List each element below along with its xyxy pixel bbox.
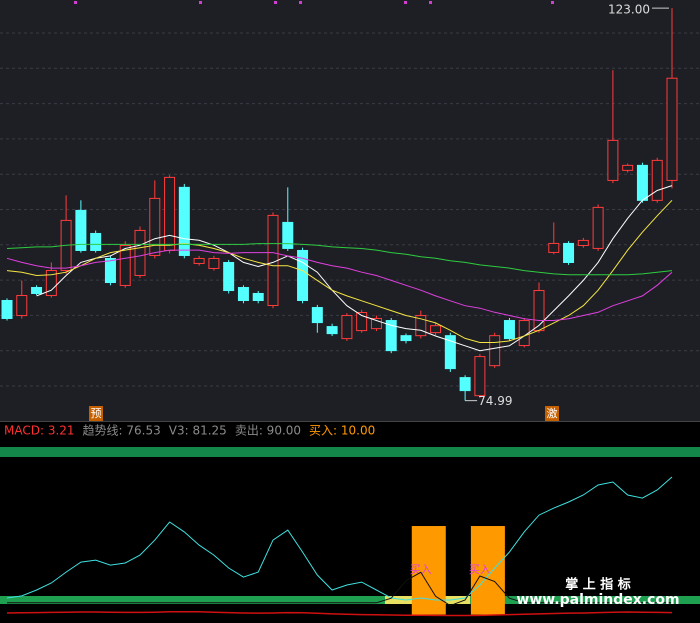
candle-body (622, 164, 634, 171)
signal-label: 买入 (469, 563, 491, 576)
top-dot (551, 1, 554, 4)
candle-body (297, 249, 309, 302)
signal-marker-box (89, 406, 103, 421)
candle-body (459, 377, 471, 392)
candle-body (518, 320, 530, 347)
candle-body (341, 315, 353, 340)
candle-body (400, 335, 412, 342)
candle-body (31, 287, 43, 294)
candle-body (356, 312, 368, 332)
candle-body (444, 335, 456, 370)
ma-line (6, 243, 673, 276)
candle-body (548, 242, 560, 253)
indicator-line (7, 571, 672, 607)
candle-body (164, 176, 176, 251)
top-dot (74, 1, 77, 4)
signal-marker: 预 (91, 407, 102, 420)
candle-body (16, 295, 28, 317)
candle-body (178, 186, 190, 256)
indicator-header: 趋势线: 76.53 (83, 424, 161, 438)
candle-body (326, 326, 338, 335)
indicator-header: 卖出: 90.00 (235, 424, 301, 438)
candle-body (430, 325, 442, 334)
candle-body (104, 257, 116, 284)
watermark: 掌 上 指 标 (565, 577, 631, 593)
candle-body (385, 320, 397, 352)
candle-body (636, 164, 648, 201)
top-dot (274, 1, 277, 4)
candle-body (149, 197, 161, 256)
signal-marker-box (545, 406, 559, 421)
indicator-header: 买入: 10.00 (309, 424, 375, 438)
candle-body (237, 287, 249, 302)
candle-body (252, 292, 264, 302)
candle-body (533, 290, 545, 332)
top-dot (199, 1, 202, 4)
indicator-header: V3: 81.25 (169, 424, 227, 438)
candle-body (607, 139, 619, 181)
candle-body (282, 221, 294, 249)
indicator-line (6, 476, 673, 601)
annotation-low: 74.99 (478, 394, 512, 408)
top-dot (404, 1, 407, 4)
signal-marker: 激 (547, 406, 558, 420)
annotation-high: 123.00 (608, 3, 650, 17)
indicator-header: MACD: 3.21 (4, 424, 75, 438)
candle-body (90, 232, 102, 251)
candle-body (193, 257, 205, 264)
candle-body (592, 206, 604, 249)
buy-zone-highlight (444, 596, 470, 605)
candle-body (503, 320, 515, 340)
top-dot (429, 1, 432, 4)
candle-body (651, 159, 663, 201)
candle-body (370, 317, 382, 330)
candle-body (311, 307, 323, 324)
candle-body (415, 315, 427, 337)
candle-body (474, 356, 486, 397)
ma-line (6, 249, 673, 321)
watermark: www.palmindex.com (516, 592, 679, 608)
top-dot (299, 1, 302, 4)
candle-body (223, 261, 235, 292)
candle-body (45, 270, 57, 297)
candle-body (489, 335, 501, 367)
candle-body (134, 229, 146, 276)
candle-body (577, 239, 589, 246)
candle-body (75, 209, 87, 251)
candle-body (666, 77, 678, 181)
candle-body (119, 244, 131, 286)
buy-zone-highlight (385, 596, 412, 605)
signal-bar (470, 526, 505, 615)
candle-body (1, 300, 13, 319)
signal-label: 买入 (410, 563, 432, 576)
indicator-line (6, 610, 673, 617)
candle-body (208, 257, 220, 269)
candle-body (563, 242, 575, 263)
